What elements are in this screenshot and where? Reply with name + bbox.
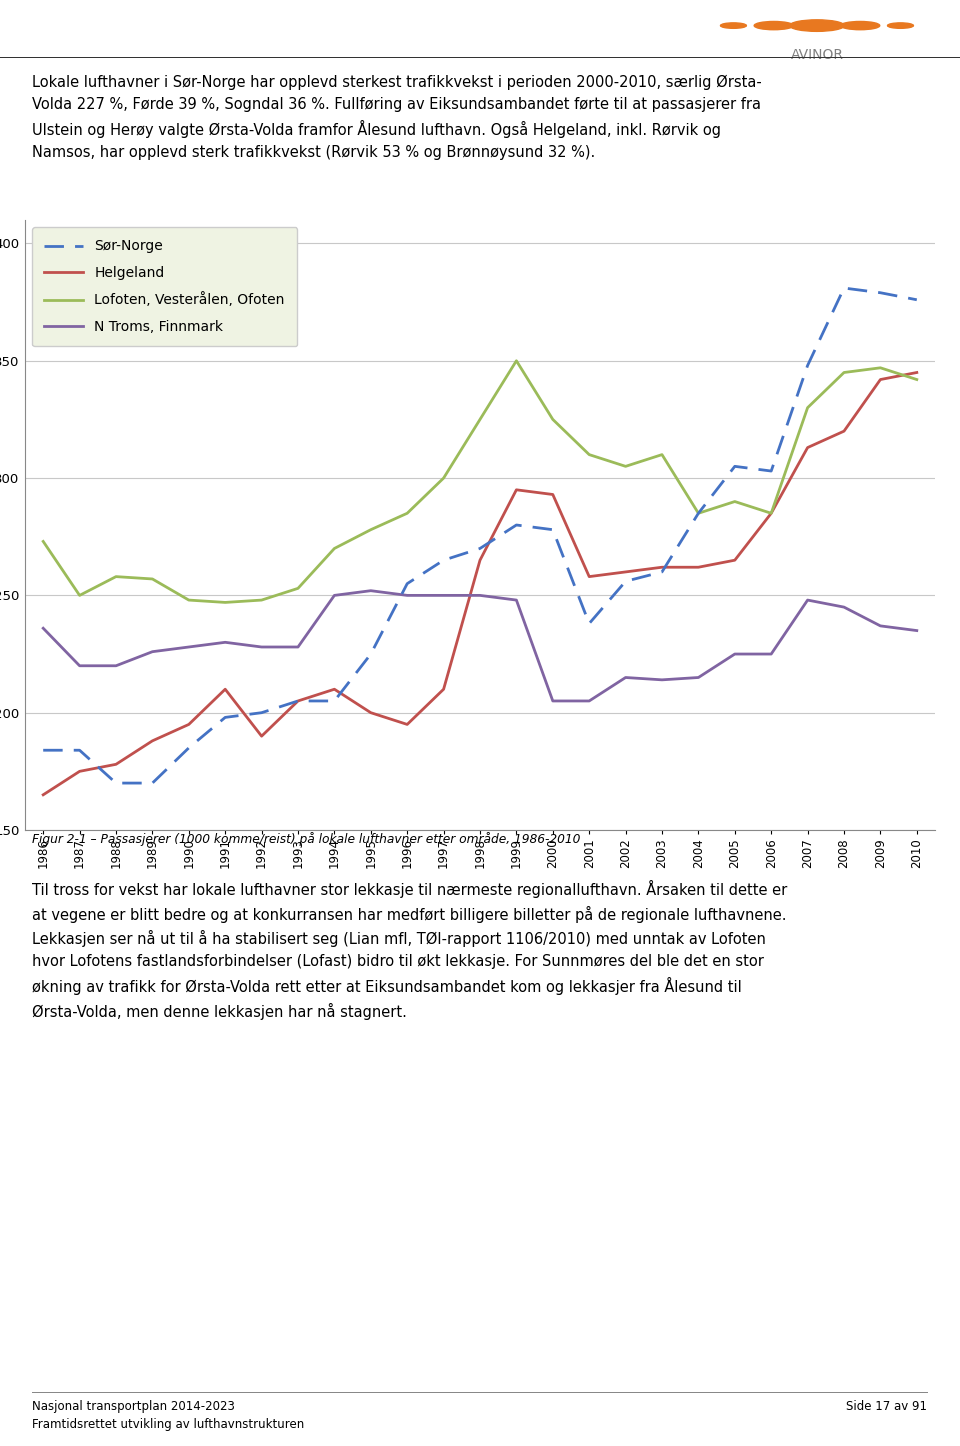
Circle shape xyxy=(887,23,914,29)
Text: AVINOR: AVINOR xyxy=(790,48,844,62)
Legend: Sør-Norge, Helgeland, Lofoten, Vesterålen, Ofoten, N Troms, Finnmark: Sør-Norge, Helgeland, Lofoten, Vesteråle… xyxy=(32,227,298,347)
Text: Figur 2-1 – Passasjerer (1000 komme/reist) på lokale lufthavner etter område, 19: Figur 2-1 – Passasjerer (1000 komme/reis… xyxy=(32,831,580,846)
Text: Nasjonal transportplan 2014-2023
Framtidsrettet utvikling av lufthavnstrukturen: Nasjonal transportplan 2014-2023 Framtid… xyxy=(32,1400,304,1432)
Circle shape xyxy=(720,23,747,29)
Circle shape xyxy=(755,22,793,30)
Text: Lokale lufthavner i Sør-Norge har opplevd sterkest trafikkvekst i perioden 2000-: Lokale lufthavner i Sør-Norge har opplev… xyxy=(32,75,761,159)
Text: Til tross for vekst har lokale lufthavner stor lekkasje til nærmeste regionalluf: Til tross for vekst har lokale lufthavne… xyxy=(32,881,787,1019)
Circle shape xyxy=(789,20,845,32)
Text: Side 17 av 91: Side 17 av 91 xyxy=(847,1400,927,1413)
Circle shape xyxy=(841,22,879,30)
